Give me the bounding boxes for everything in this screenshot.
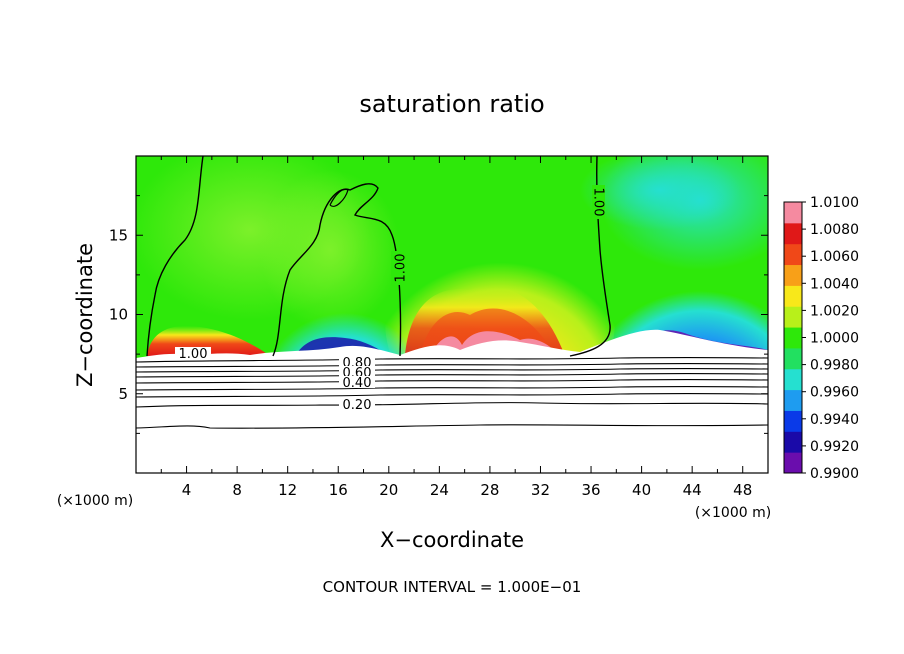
contour-label: 1.00 — [394, 254, 409, 283]
chart-title: saturation ratio — [359, 90, 544, 118]
y-tick-label: 15 — [109, 226, 128, 244]
colorbar-segment — [784, 368, 802, 391]
y-axis-title: Z−coordinate — [73, 243, 97, 387]
colorbar-tick-label: 1.0040 — [810, 276, 859, 292]
colorbar-segment — [784, 202, 802, 224]
contour-line-2b — [329, 188, 349, 207]
x-tick-label: 28 — [480, 481, 499, 499]
x-unit-label: (×1000 m) — [695, 505, 771, 521]
colorbar-tick-label: 0.9960 — [810, 385, 859, 401]
x-tick-label: 8 — [232, 481, 242, 499]
y-unit-label: (×1000 m) — [57, 493, 133, 509]
contour-label-bg — [391, 251, 404, 285]
contour-line-4 — [136, 357, 768, 363]
colorbar-tick-label: 1.0100 — [810, 195, 859, 211]
colorbar-tick-label: 1.0020 — [810, 303, 859, 319]
x-tick-label: 48 — [733, 481, 752, 499]
x-tick-label: 16 — [329, 481, 348, 499]
colorbar-tick-label: 0.9980 — [810, 358, 859, 374]
x-tick-label: 40 — [632, 481, 651, 499]
contour-line-10 — [136, 393, 768, 398]
colorbar-segment — [784, 389, 802, 411]
colorbar-segment — [784, 264, 802, 286]
contour-line-6 — [136, 368, 768, 373]
colorbar-tick-label: 1.0080 — [810, 222, 859, 238]
contour-line-5 — [136, 363, 768, 368]
contour-label-bg — [339, 356, 375, 368]
x-axis: 4 8 12 16 20 24 28 32 36 40 44 48 — [160, 156, 752, 499]
contour-line-1 — [146, 156, 204, 357]
saturation-field — [136, 156, 768, 473]
contour-label-bg — [339, 366, 375, 378]
x-tick-label: 20 — [379, 481, 398, 499]
contour-interval-note: CONTOUR INTERVAL = 1.000E−01 — [323, 578, 582, 596]
x-axis-title: X−coordinate — [380, 528, 524, 552]
contour-label-bg — [592, 185, 605, 219]
contour-label-bg — [339, 376, 375, 388]
contour-label: 0.40 — [343, 376, 372, 391]
x-tick-label: 32 — [531, 481, 550, 499]
colorbar-segment — [784, 431, 802, 453]
x-tick-label: 4 — [182, 481, 192, 499]
colorbar-tick-label: 0.9920 — [810, 439, 859, 455]
contour-label: 1.00 — [591, 188, 606, 217]
contour-line-12 — [136, 424, 768, 429]
colorbar-tick-label: 0.9900 — [810, 466, 859, 482]
field-undefined-region — [136, 329, 768, 473]
y-axis: 5 10 15 — [109, 195, 768, 434]
contour-label: 0.20 — [343, 398, 372, 413]
contour-line-2 — [272, 183, 402, 357]
contour-line-7 — [136, 373, 768, 378]
contour-label-bg — [339, 398, 375, 410]
colorbar: 1.0100 1.0080 1.0060 1.0040 1.0020 1.0000 0.99… — [783, 195, 859, 482]
x-tick-label: 24 — [430, 481, 449, 499]
contour-line-9 — [136, 386, 768, 391]
colorbar-segment — [784, 243, 802, 266]
colorbar-segment — [784, 306, 802, 328]
contour-label: 1.00 — [179, 347, 208, 362]
contour-line-8 — [136, 379, 768, 384]
colorbar-segment — [784, 410, 802, 432]
colorbar-segment — [784, 347, 802, 370]
x-tick-label: 36 — [581, 481, 600, 499]
x-tick-label: 12 — [278, 481, 297, 499]
y-tick-label: 10 — [109, 306, 128, 324]
contour-line-11 — [136, 401, 768, 408]
colorbar-tick-label: 0.9940 — [810, 412, 859, 428]
colorbar-segment — [784, 327, 802, 349]
y-tick-label: 5 — [118, 385, 128, 403]
colorbar-tick-label: 1.0060 — [810, 249, 859, 265]
contour-label-bg — [175, 347, 211, 359]
colorbar-segment — [784, 452, 802, 474]
x-tick-label: 44 — [683, 481, 702, 499]
field-cyan-top2 — [580, 156, 740, 230]
colorbar-segment — [784, 285, 802, 307]
contour-labels: 1.00 1.00 1.00 0.80 0.60 0.40 0.20 — [175, 185, 606, 413]
colorbar-tick-label: 1.0000 — [810, 331, 859, 347]
colorbar-segment — [784, 222, 802, 245]
